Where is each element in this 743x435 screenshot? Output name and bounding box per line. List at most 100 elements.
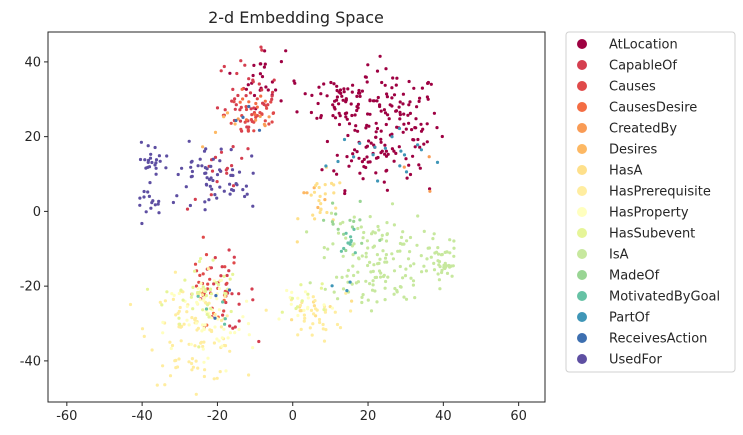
point-CapableOf	[251, 78, 255, 82]
point-UsedFor	[142, 189, 146, 194]
point-HasSubevent	[299, 283, 303, 287]
point-CreatedBy	[267, 115, 271, 119]
point-IsA	[361, 293, 365, 297]
x-tick-label: 40	[435, 409, 452, 424]
point-UsedFor	[208, 184, 212, 188]
point-AtLocation	[375, 69, 380, 73]
point-PartOf	[416, 143, 420, 147]
point-HasProperty	[285, 288, 289, 293]
point-HasSubevent	[203, 287, 207, 291]
point-IsA	[384, 279, 388, 284]
point-AtLocation	[363, 75, 367, 79]
point-MadeOf	[331, 201, 335, 205]
y-tick-label: 20	[24, 130, 41, 145]
point-HasA	[319, 207, 323, 211]
point-Causes	[208, 277, 212, 281]
point-MotivatedByGoal	[344, 231, 348, 235]
point-CapableOf	[212, 282, 216, 286]
point-UsedFor	[222, 189, 226, 193]
point-IsA	[369, 270, 373, 274]
point-MadeOf	[378, 238, 382, 242]
plot-frame	[47, 31, 546, 403]
point-AtLocation	[357, 91, 361, 95]
point-AtLocation	[346, 87, 350, 91]
point-CapableOf	[270, 94, 274, 98]
point-PartOf	[404, 170, 409, 174]
point-AtLocation	[343, 191, 347, 196]
point-CausesDesire	[263, 99, 267, 103]
point-IsA	[383, 286, 387, 290]
point-CapableOf	[219, 69, 223, 73]
point-HasPrerequisite	[318, 320, 322, 325]
point-IsA	[452, 254, 456, 258]
point-HasSubevent	[208, 287, 213, 291]
point-CapableOf	[225, 171, 229, 175]
point-AtLocation	[408, 172, 413, 177]
point-HasSubevent	[201, 285, 205, 289]
point-AtLocation	[390, 86, 394, 90]
point-HasProperty	[202, 327, 206, 331]
point-CapableOf	[260, 48, 264, 52]
point-CreatedBy	[236, 117, 240, 121]
point-CapableOf	[233, 325, 237, 329]
point-Desires	[323, 198, 327, 202]
point-UsedFor	[143, 158, 147, 162]
point-UsedFor	[157, 199, 161, 203]
point-HasPrerequisite	[174, 313, 178, 317]
point-AtLocation	[325, 94, 329, 98]
legend-frame	[565, 31, 736, 373]
point-HasProperty	[195, 302, 199, 306]
point-AtLocation	[366, 112, 370, 116]
legend-marker	[577, 81, 587, 91]
point-HasPrerequisite	[168, 374, 173, 378]
point-Causes	[243, 120, 247, 124]
point-IsA	[336, 231, 341, 235]
point-AtLocation	[351, 152, 355, 156]
point-IsA	[372, 244, 376, 248]
point-MadeOf	[360, 241, 364, 245]
point-AtLocation	[398, 110, 402, 114]
point-IsA	[308, 281, 312, 285]
point-AtLocation	[349, 102, 353, 106]
point-HasSubevent	[207, 315, 211, 319]
point-AtLocation	[322, 82, 326, 86]
legend-marker	[577, 228, 587, 238]
point-AtLocation	[338, 114, 342, 118]
point-MadeOf	[344, 248, 348, 253]
point-HasA	[338, 181, 342, 185]
point-HasProperty	[199, 281, 203, 286]
legend-label: IsA	[609, 248, 629, 263]
point-CapableOf	[257, 339, 261, 344]
point-AtLocation	[252, 63, 256, 67]
point-CreatedBy	[402, 165, 406, 169]
point-HasProperty	[201, 347, 205, 351]
point-MotivatedByGoal	[204, 307, 209, 311]
point-HasA	[312, 190, 317, 194]
point-PartOf	[336, 159, 340, 164]
point-HasPrerequisite	[173, 270, 177, 274]
point-HasProperty	[251, 346, 255, 350]
point-IsA	[393, 286, 397, 291]
point-HasPrerequisite	[323, 310, 327, 314]
point-UsedFor	[149, 206, 153, 210]
point-HasPrerequisite	[213, 312, 217, 317]
point-AtLocation	[353, 128, 357, 132]
point-AtLocation	[419, 122, 423, 126]
point-HasProperty	[215, 337, 219, 341]
point-IsA	[359, 225, 363, 229]
point-IsA	[360, 295, 364, 299]
point-UsedFor	[157, 211, 161, 215]
point-HasPrerequisite	[196, 366, 200, 370]
point-AtLocation	[331, 103, 335, 107]
point-AtLocation	[440, 134, 444, 139]
point-UsedFor	[215, 196, 219, 200]
point-PartOf	[371, 153, 375, 157]
point-UsedFor	[228, 192, 232, 196]
point-IsA	[399, 285, 403, 289]
point-HasProperty	[189, 342, 193, 346]
point-UsedFor	[234, 182, 238, 186]
point-AtLocation	[416, 137, 420, 142]
point-MotivatedByGoal	[221, 300, 225, 304]
point-UsedFor	[164, 166, 168, 170]
point-AtLocation	[266, 88, 270, 92]
